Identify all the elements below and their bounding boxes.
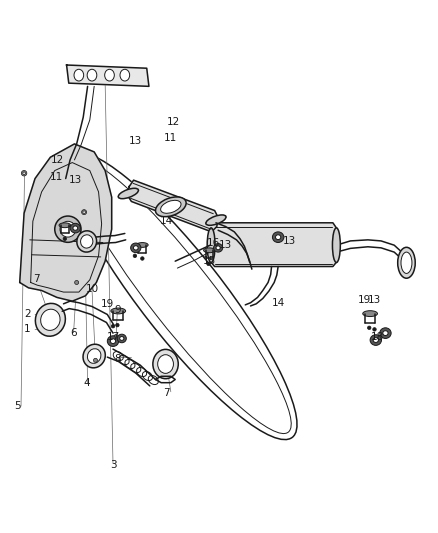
Ellipse shape — [370, 335, 381, 345]
Text: 10: 10 — [85, 285, 99, 294]
Text: 11: 11 — [163, 133, 177, 142]
Ellipse shape — [161, 200, 181, 213]
Text: 13: 13 — [283, 237, 296, 246]
Ellipse shape — [373, 328, 376, 331]
Text: 13: 13 — [219, 240, 232, 250]
Ellipse shape — [73, 226, 78, 230]
Ellipse shape — [110, 339, 116, 344]
Text: 4: 4 — [83, 378, 90, 387]
Ellipse shape — [216, 246, 220, 250]
Ellipse shape — [60, 221, 76, 237]
Text: 19: 19 — [358, 295, 371, 304]
Ellipse shape — [114, 335, 118, 339]
Ellipse shape — [59, 223, 71, 228]
Ellipse shape — [204, 248, 215, 253]
Polygon shape — [127, 180, 218, 232]
Ellipse shape — [118, 188, 138, 199]
Ellipse shape — [120, 336, 124, 341]
Ellipse shape — [107, 336, 119, 346]
Ellipse shape — [367, 326, 371, 329]
Text: 19: 19 — [101, 299, 114, 309]
Ellipse shape — [332, 228, 340, 263]
Ellipse shape — [133, 254, 137, 257]
Ellipse shape — [83, 211, 85, 213]
Ellipse shape — [398, 247, 415, 278]
Text: 6: 6 — [70, 328, 77, 337]
Ellipse shape — [93, 358, 98, 362]
Text: 14: 14 — [160, 216, 173, 226]
Ellipse shape — [63, 237, 67, 240]
Ellipse shape — [373, 338, 378, 343]
Ellipse shape — [116, 324, 119, 327]
Text: 7: 7 — [163, 388, 170, 398]
Ellipse shape — [153, 350, 178, 379]
Ellipse shape — [74, 69, 84, 81]
Ellipse shape — [363, 311, 378, 317]
Text: 12: 12 — [51, 155, 64, 165]
Text: 18: 18 — [371, 333, 384, 342]
Ellipse shape — [87, 69, 97, 81]
Text: 9: 9 — [114, 305, 121, 315]
Ellipse shape — [105, 69, 114, 81]
Text: 11: 11 — [49, 172, 63, 182]
Ellipse shape — [111, 325, 115, 328]
Ellipse shape — [74, 280, 79, 285]
Ellipse shape — [72, 158, 291, 433]
Ellipse shape — [111, 308, 126, 314]
Ellipse shape — [380, 328, 391, 338]
Ellipse shape — [81, 209, 87, 215]
Ellipse shape — [272, 232, 284, 243]
Ellipse shape — [134, 246, 138, 250]
Ellipse shape — [214, 244, 223, 252]
Ellipse shape — [23, 172, 25, 174]
Ellipse shape — [41, 309, 60, 330]
Text: 17: 17 — [106, 333, 120, 342]
Ellipse shape — [81, 235, 93, 248]
Polygon shape — [20, 144, 112, 301]
Polygon shape — [210, 223, 337, 266]
Ellipse shape — [115, 336, 117, 338]
Text: 8: 8 — [114, 354, 121, 364]
Text: 13: 13 — [368, 295, 381, 305]
Ellipse shape — [55, 216, 81, 243]
Text: 14: 14 — [272, 298, 285, 308]
Ellipse shape — [155, 197, 186, 217]
Ellipse shape — [207, 228, 215, 263]
Text: 13: 13 — [129, 136, 142, 146]
Ellipse shape — [207, 262, 210, 265]
Ellipse shape — [88, 349, 101, 364]
Text: 13: 13 — [69, 175, 82, 185]
Ellipse shape — [141, 257, 144, 260]
Ellipse shape — [83, 344, 105, 368]
Text: 3: 3 — [110, 460, 117, 470]
Ellipse shape — [117, 334, 126, 343]
Ellipse shape — [401, 252, 412, 273]
Text: 1: 1 — [24, 325, 31, 334]
Ellipse shape — [383, 330, 388, 336]
Polygon shape — [67, 65, 149, 86]
Ellipse shape — [206, 215, 226, 225]
Text: 12: 12 — [166, 117, 180, 126]
Text: 16: 16 — [207, 238, 220, 247]
Text: 7: 7 — [33, 274, 40, 284]
Text: 2: 2 — [24, 310, 31, 319]
Ellipse shape — [276, 235, 281, 240]
Ellipse shape — [35, 303, 65, 336]
Ellipse shape — [131, 243, 141, 253]
Text: 5: 5 — [14, 401, 21, 411]
Ellipse shape — [137, 243, 148, 247]
Ellipse shape — [120, 69, 130, 81]
Ellipse shape — [158, 355, 173, 374]
Ellipse shape — [67, 152, 297, 440]
Ellipse shape — [77, 231, 97, 252]
Ellipse shape — [70, 223, 81, 233]
Text: 15: 15 — [203, 256, 216, 266]
Ellipse shape — [21, 171, 27, 176]
